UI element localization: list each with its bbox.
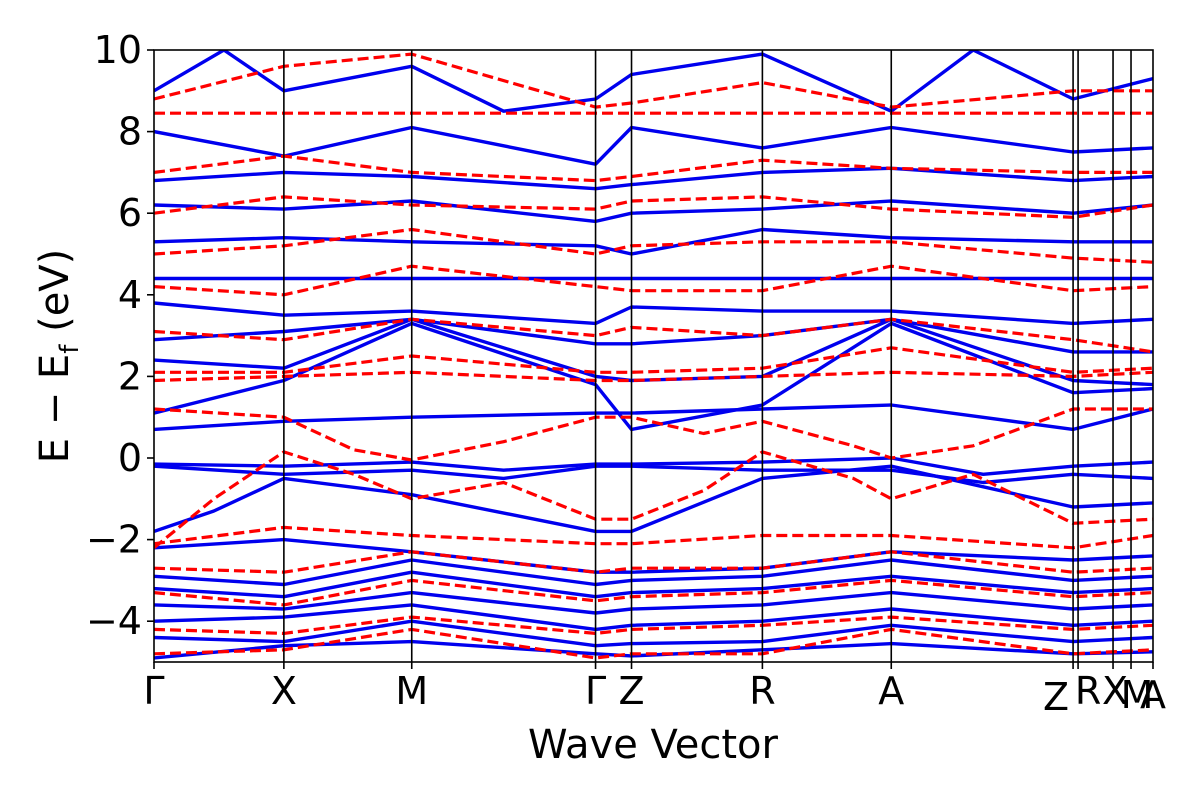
x-tick-label: M	[395, 669, 428, 713]
x-tick-label: Z	[618, 669, 644, 713]
y-tick-label: −4	[86, 599, 142, 643]
y-axis-label-unit: (eV)	[32, 249, 78, 332]
dashed-band-line	[154, 52, 1153, 109]
x-tick-label: A	[878, 669, 904, 713]
x-axis-ticks: Γ X M Γ Z R A Z R XMA	[143, 662, 1166, 719]
y-axis-label-main: E − E	[32, 354, 78, 464]
plot-frame	[153, 49, 1154, 663]
y-axis-label-unit-space	[32, 332, 78, 345]
solid-band-line	[154, 301, 1153, 326]
solid-band-line	[154, 570, 1153, 599]
y-axis-label: E − Ef (eV)	[32, 249, 85, 464]
solid-band-line	[154, 199, 1153, 224]
solid-band-line	[154, 464, 1153, 534]
bands-layer	[154, 50, 1153, 660]
x-tick-label: Γ	[143, 669, 164, 713]
high-symmetry-lines	[283, 50, 1132, 662]
dashed-band-line	[154, 227, 1153, 264]
y-tick-label: 10	[94, 28, 142, 72]
x-tick-label: Γ	[585, 669, 606, 713]
dashed-band-line	[154, 550, 1153, 574]
x-tick-label: M	[1121, 673, 1154, 717]
x-tick-label: R	[1075, 669, 1101, 713]
dashed-band-line	[154, 407, 1153, 462]
y-tick-label: 0	[118, 436, 142, 480]
x-tick-label: A	[1140, 673, 1166, 717]
y-tick-label: 6	[118, 191, 142, 235]
x-tick-label: X	[1102, 669, 1128, 713]
dashed-band-line	[154, 525, 1153, 550]
x-tick-label: X	[271, 669, 297, 713]
dashed-band-line	[154, 264, 1153, 297]
dashed-band-line	[154, 370, 1153, 383]
x-tick-label: R	[749, 669, 775, 713]
y-tick-label: 8	[118, 110, 142, 154]
solid-band-line	[154, 50, 1153, 113]
y-tick-label: 4	[118, 273, 142, 317]
y-axis-label-subscript: f	[55, 344, 85, 354]
dashed-band-line	[154, 450, 1153, 550]
x-tick-label: Z	[1043, 675, 1069, 719]
y-tick-label: −2	[86, 518, 142, 562]
y-axis-ticks: 10 8 6 4 2 0 −2 −4	[86, 28, 154, 643]
dashed-band-line	[154, 317, 1153, 354]
x-axis-label: Wave Vector	[528, 722, 779, 768]
y-tick-label: 2	[118, 354, 142, 398]
